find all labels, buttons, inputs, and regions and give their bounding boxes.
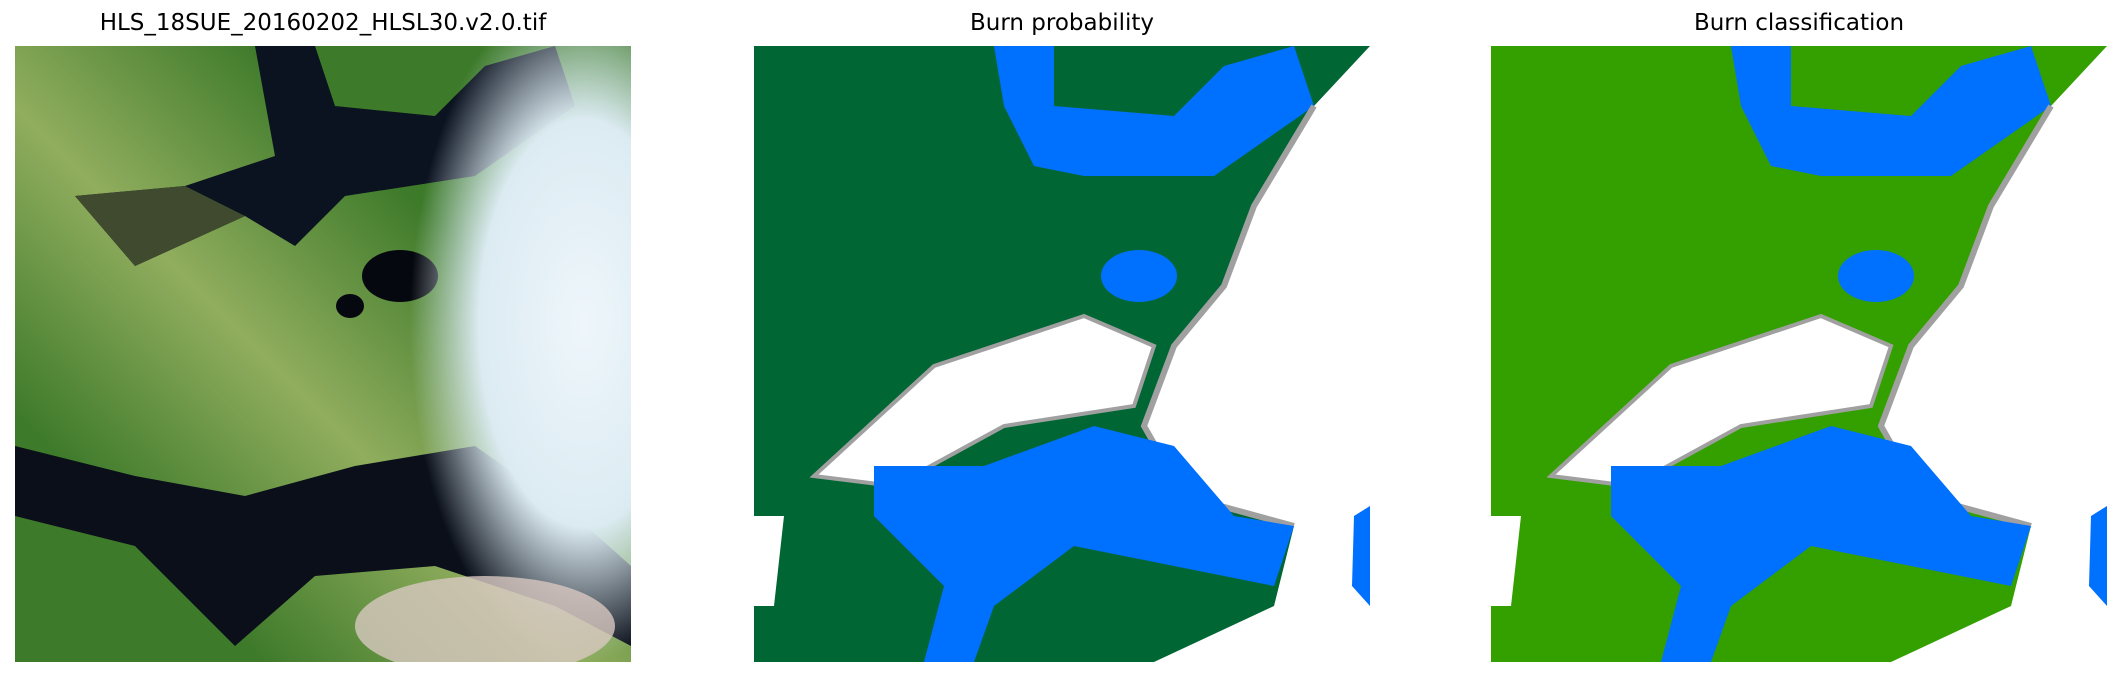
- title-rgb: HLS_18SUE_20160202_HLSL30.v2.0.tif: [99, 10, 547, 36]
- title-burn-classification: Burn classification: [1693, 10, 1905, 36]
- rgb-satellite-image: [15, 46, 631, 662]
- burn-classification-map: [1491, 46, 2107, 662]
- burn-probability-map: [754, 46, 1370, 662]
- title-burn-probability: Burn probability: [969, 10, 1154, 36]
